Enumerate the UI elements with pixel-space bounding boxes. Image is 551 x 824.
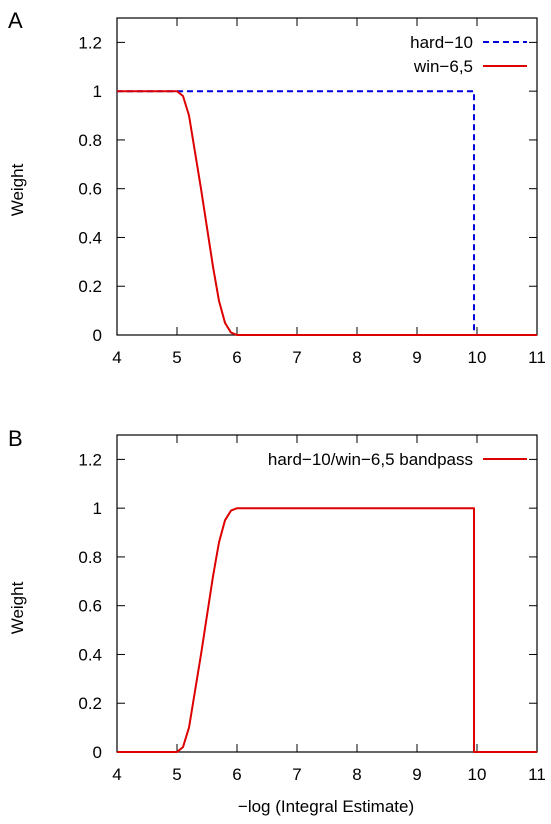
panel-b-y-tick-label: 0.4 — [78, 645, 102, 664]
panel-b-x-tick-label: 11 — [528, 765, 546, 784]
panel-b-letter: B — [8, 426, 23, 451]
panel-b: B Weight −log (Integral Estimate) 4 5 6 7 8 9… — [8, 426, 546, 816]
panel-a-x-tick-label: 7 — [292, 348, 301, 367]
panel-b-y-tick-label: 0.6 — [78, 597, 102, 616]
panel-a-legend-label-1: hard−10 — [410, 33, 473, 52]
panel-a-x-tick-label: 5 — [172, 348, 181, 367]
panel-b-x-tick-label: 4 — [112, 765, 121, 784]
panel-b-y-tick-label: 0.8 — [78, 548, 102, 567]
panel-b-y-axis-label: Weight — [8, 581, 27, 634]
panel-a-y-tick-label: 0.6 — [78, 180, 102, 199]
panel-a-x-tick-label: 10 — [468, 348, 487, 367]
panel-b-y-tick-label: 1.2 — [78, 450, 102, 469]
panel-b-x-tick-label: 6 — [232, 765, 241, 784]
panel-b-x-axis-label: −log (Integral Estimate) — [238, 797, 414, 816]
panel-a-y-tick-label: 0 — [93, 326, 102, 345]
panel-b-y-tick-label: 0 — [93, 743, 102, 762]
panel-a-y-tick-label: 1.2 — [78, 33, 102, 52]
panel-a-y-tick-label: 0.8 — [78, 131, 102, 150]
panel-b-x-tick-label: 5 — [172, 765, 181, 784]
panel-a-y-tick-label: 1 — [93, 82, 102, 101]
panel-a-letter: A — [8, 8, 23, 33]
panel-a-x-tick-label: 4 — [112, 348, 121, 367]
panel-b-plot-frame — [116, 434, 538, 753]
panel-a-x-tick-label: 9 — [412, 348, 421, 367]
panel-b-y-tick-label: 1 — [93, 499, 102, 518]
panel-a-y-tick-label: 0.2 — [78, 277, 102, 296]
panel-a-series-line-2 — [117, 90, 537, 336]
panel-a-x-tick-label: 6 — [232, 348, 241, 367]
panel-a-legend-label-2: win−6,5 — [413, 57, 473, 76]
panel-a-y-axis-label: Weight — [8, 163, 27, 216]
panel-b-y-tick-label: 0.2 — [78, 694, 102, 713]
panel-b-x-tick-label: 9 — [412, 765, 421, 784]
panel-b-x-tick-label: 10 — [468, 765, 487, 784]
panel-a-series-line-1 — [117, 90, 537, 336]
panel-a-y-tick-label: 0.4 — [78, 228, 102, 247]
panel-b-x-tick-label: 7 — [292, 765, 301, 784]
panel-b-series-line-1 — [117, 507, 537, 753]
panel-b-x-tick-label: 8 — [352, 765, 361, 784]
panel-a-x-tick-label: 8 — [352, 348, 361, 367]
panel-b-legend-label-1: hard−10/win−6,5 bandpass — [268, 450, 473, 469]
panel-a-x-tick-label: 11 — [528, 348, 546, 367]
panel-a: A Weight 4 5 6 7 8 9 10 11 0 0.2 0.4 0.6 0.8 1 1.2 hard… — [8, 8, 546, 367]
